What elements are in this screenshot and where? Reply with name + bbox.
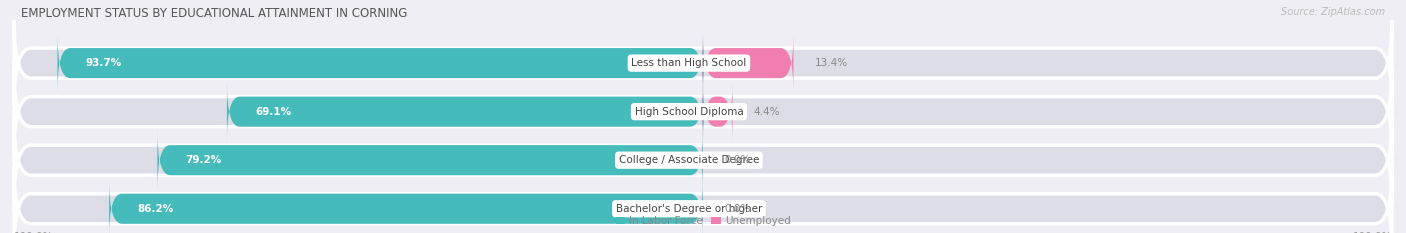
Text: 93.7%: 93.7%: [86, 58, 122, 68]
Text: 0.0%: 0.0%: [724, 204, 751, 214]
FancyBboxPatch shape: [14, 69, 1392, 155]
FancyBboxPatch shape: [14, 117, 1392, 203]
FancyBboxPatch shape: [58, 34, 703, 92]
FancyBboxPatch shape: [157, 132, 703, 189]
Text: Less than High School: Less than High School: [631, 58, 747, 68]
FancyBboxPatch shape: [703, 34, 793, 92]
Text: 13.4%: 13.4%: [814, 58, 848, 68]
FancyBboxPatch shape: [14, 165, 1392, 233]
Text: 0.0%: 0.0%: [724, 155, 751, 165]
Text: Source: ZipAtlas.com: Source: ZipAtlas.com: [1281, 7, 1385, 17]
Text: Bachelor's Degree or higher: Bachelor's Degree or higher: [616, 204, 762, 214]
Text: 69.1%: 69.1%: [254, 107, 291, 117]
FancyBboxPatch shape: [110, 180, 703, 233]
Text: 100.0%: 100.0%: [14, 232, 53, 233]
Text: College / Associate Degree: College / Associate Degree: [619, 155, 759, 165]
Text: 79.2%: 79.2%: [186, 155, 222, 165]
Text: 86.2%: 86.2%: [138, 204, 173, 214]
Legend: In Labor Force, Unemployed: In Labor Force, Unemployed: [612, 212, 794, 230]
Text: 4.4%: 4.4%: [754, 107, 780, 117]
Text: EMPLOYMENT STATUS BY EDUCATIONAL ATTAINMENT IN CORNING: EMPLOYMENT STATUS BY EDUCATIONAL ATTAINM…: [21, 7, 408, 20]
Text: 100.0%: 100.0%: [1353, 232, 1392, 233]
FancyBboxPatch shape: [226, 83, 703, 140]
FancyBboxPatch shape: [14, 20, 1392, 106]
FancyBboxPatch shape: [703, 83, 733, 140]
Text: High School Diploma: High School Diploma: [634, 107, 744, 117]
